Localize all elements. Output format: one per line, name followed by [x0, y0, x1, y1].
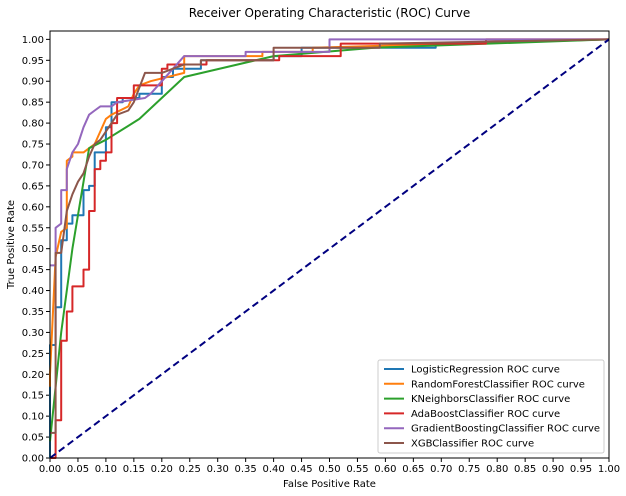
x-tick-label: 0.75 — [458, 464, 480, 475]
x-tick-label: 1.00 — [598, 464, 620, 475]
y-tick-label: 0.65 — [22, 181, 44, 192]
x-tick-label: 0.45 — [290, 464, 312, 475]
x-tick-label: 0.55 — [346, 464, 368, 475]
x-axis-ticks: 0.00 0.05 0.10 0.15 0.20 0.25 0.30 0.35 0.40 0.45… — [39, 458, 620, 475]
x-tick-label: 0.35 — [235, 464, 257, 475]
x-tick-label: 0.30 — [207, 464, 229, 475]
series-line-1 — [49, 38, 610, 387]
x-tick-label: 0.40 — [262, 464, 284, 475]
y-tick-label: 0.30 — [22, 328, 44, 339]
y-tick-label: 0.75 — [22, 140, 44, 151]
y-tick-label: 0.80 — [22, 119, 44, 130]
y-tick-label: 0.60 — [22, 202, 44, 213]
diagonal-reference-line — [49, 38, 610, 459]
series-layer — [49, 38, 610, 459]
plot-frame — [49, 30, 610, 459]
y-tick-label: 0.90 — [22, 77, 44, 88]
x-tick-label: 0.95 — [570, 464, 592, 475]
x-tick-label: 0.25 — [179, 464, 201, 475]
y-axis-ticks: 0.00 0.05 0.10 0.15 0.20 0.25 0.30 0.35 0.40 0.45… — [22, 35, 50, 465]
y-tick-label: 0.10 — [22, 412, 44, 423]
legend-label: LogisticRegression ROC curve — [411, 365, 560, 376]
y-tick-label: 0.25 — [22, 349, 44, 360]
x-tick-label: 0.60 — [374, 464, 396, 475]
y-tick-label: 0.35 — [22, 307, 44, 318]
legend-label: KNeighborsClassifier ROC curve — [411, 394, 570, 405]
y-tick-label: 0.50 — [22, 244, 44, 255]
series-line-5 — [50, 38, 610, 434]
y-tick-label: 0.15 — [22, 391, 44, 402]
y-tick-label: 0.55 — [22, 223, 44, 234]
y-tick-label: 0.85 — [22, 98, 44, 109]
x-tick-label: 0.65 — [402, 464, 424, 475]
legend-label: AdaBoostClassifier ROC curve — [411, 409, 560, 420]
y-tick-label: 0.95 — [22, 56, 44, 67]
x-tick-label: 0.20 — [151, 464, 173, 475]
x-tick-label: 0.05 — [67, 464, 89, 475]
y-tick-label: 0.45 — [22, 265, 44, 276]
x-tick-label: 0.10 — [95, 464, 117, 475]
x-tick-label: 0.15 — [123, 464, 145, 475]
chart-title: Receiver Operating Characteristic (ROC) … — [189, 6, 471, 20]
x-tick-label: 0.70 — [430, 464, 452, 475]
y-tick-label: 1.00 — [22, 35, 44, 46]
legend: LogisticRegression ROC curve RandomForest… — [377, 359, 605, 454]
y-tick-label: 0.20 — [22, 370, 44, 381]
y-tick-label: 0.40 — [22, 286, 44, 297]
legend-items: LogisticRegression ROC curve RandomForest… — [384, 365, 600, 450]
y-tick-label: 0.05 — [22, 433, 44, 444]
y-tick-label: 0.00 — [22, 454, 44, 465]
x-tick-label: 0.80 — [486, 464, 508, 475]
y-tick-label: 0.70 — [22, 160, 44, 171]
y-axis-title: True Positive Rate — [6, 200, 17, 290]
x-tick-label: 0.50 — [318, 464, 340, 475]
legend-label: XGBClassifier ROC curve — [411, 439, 534, 450]
x-tick-label: 0.00 — [39, 464, 61, 475]
x-tick-label: 0.85 — [514, 464, 536, 475]
legend-box — [377, 359, 605, 454]
x-axis-title: False Positive Rate — [283, 479, 376, 490]
legend-label: GradientBoostingClassifier ROC curve — [411, 424, 600, 435]
legend-label: RandomForestClassifier ROC curve — [411, 379, 585, 390]
x-tick-label: 0.90 — [542, 464, 564, 475]
series-line-4 — [50, 38, 609, 267]
